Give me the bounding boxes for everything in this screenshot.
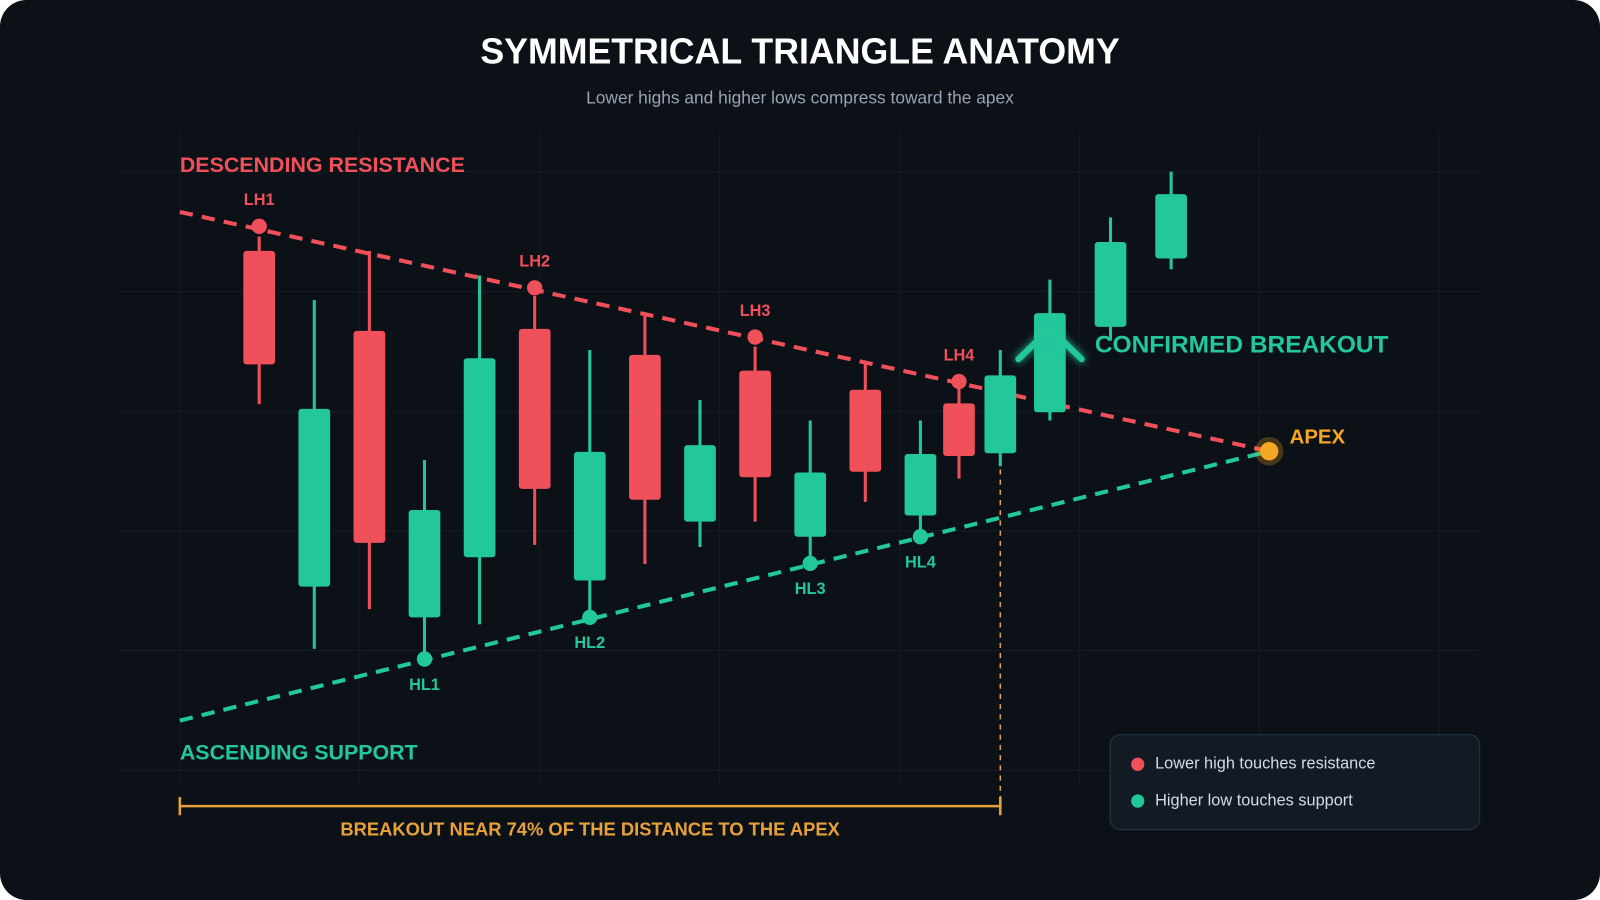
candle-body: [684, 445, 716, 522]
touch-label: LH2: [519, 253, 550, 271]
candle-body: [794, 472, 827, 537]
candle-body: [463, 358, 496, 558]
touch-label: LH4: [944, 346, 975, 364]
touch-label: HL4: [905, 554, 936, 572]
candle-body: [353, 330, 386, 543]
bracket-label: BREAKOUT NEAR 74% OF THE DISTANCE TO THE…: [340, 818, 840, 839]
candle-body: [739, 370, 771, 478]
resistance-label: DESCENDING RESISTANCE: [180, 153, 465, 177]
candle-body: [1094, 242, 1127, 327]
candle-body: [984, 375, 1017, 454]
touch-label: LH1: [244, 191, 275, 209]
candle-body: [1155, 194, 1187, 259]
plot: DESCENDING RESISTANCE ASCENDING SUPPORT LH…: [178, 153, 1481, 839]
touch-label: HL2: [574, 634, 605, 652]
touch-point: [747, 329, 763, 345]
candle-body: [904, 453, 937, 516]
chart-subtitle: Lower highs and higher lows compress tow…: [586, 88, 1014, 108]
support-line: [179, 449, 1270, 723]
resistance-line: [179, 209, 1270, 454]
support-label: ASCENDING SUPPORT: [180, 741, 418, 765]
touch-label: HL3: [795, 580, 826, 598]
background-grid: [118, 132, 1480, 786]
legend-marker: [1131, 794, 1145, 808]
candle-body: [243, 250, 276, 365]
touch-label: LH3: [740, 302, 771, 320]
touch-point: [582, 609, 598, 626]
candle-body: [518, 328, 551, 489]
chart-title: SYMMETRICAL TRIANGLE ANATOMY: [480, 32, 1120, 72]
candle-body: [298, 408, 331, 587]
touch-point: [802, 555, 818, 572]
breakout-bracket: [178, 796, 1002, 816]
legend-label: Lower high touches resistance: [1155, 755, 1375, 773]
touch-label: HL1: [409, 676, 440, 694]
candle-body: [849, 389, 882, 472]
apex-label: APEX: [1290, 426, 1346, 448]
candle-body: [943, 403, 975, 457]
breakout-label: CONFIRMED BREAKOUT: [1095, 331, 1389, 358]
legend-box: [1109, 734, 1481, 831]
touch-point: [251, 218, 267, 234]
apex-point: [1260, 442, 1279, 461]
touch-point: [527, 280, 543, 296]
touch-point: [912, 529, 929, 545]
touch-point: [416, 651, 433, 667]
legend-label: Higher low touches support: [1155, 791, 1353, 809]
touch-point: [951, 373, 967, 390]
candle-body: [573, 451, 606, 581]
breakout-arrow: [1015, 325, 1085, 363]
legend-marker: [1131, 757, 1145, 771]
candle-body: [408, 510, 441, 618]
candle-body: [629, 354, 661, 500]
